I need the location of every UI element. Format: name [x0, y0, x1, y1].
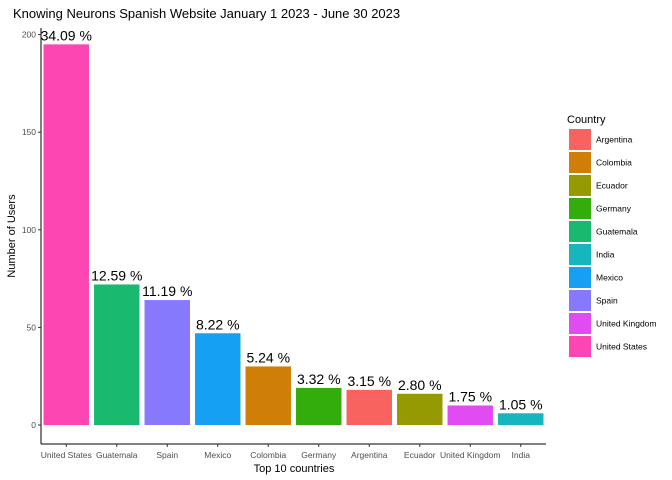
- y-tick-label: 200: [22, 30, 36, 40]
- legend-label: Colombia: [596, 158, 632, 168]
- bar-india: [498, 413, 544, 425]
- y-tick-label: 0: [31, 420, 36, 430]
- x-axis-title: Top 10 countries: [254, 463, 335, 475]
- legend-label: India: [596, 250, 615, 260]
- legend-label: Guatemala: [596, 227, 638, 237]
- x-tick-label: United States: [41, 450, 92, 460]
- x-axis: United States Guatemala Spain Mexico Colombi…: [41, 443, 546, 460]
- legend-label: Argentina: [596, 135, 633, 145]
- data-label: 3.32 %: [297, 371, 341, 387]
- y-tick-label: 150: [22, 127, 36, 137]
- bar-united-kingdom: [447, 405, 493, 425]
- data-label: 11.19 %: [142, 283, 192, 299]
- bar-spain: [144, 300, 190, 425]
- x-tick-label: Ecuador: [404, 450, 436, 460]
- chart-title: Knowing Neurons Spanish Website January …: [13, 6, 400, 21]
- legend-key: [569, 152, 591, 173]
- y-axis-title: Number of Users: [6, 194, 18, 278]
- legend-key: [569, 336, 591, 357]
- bar-mexico: [195, 333, 241, 425]
- y-axis: 0 50 100 150 200: [22, 28, 42, 444]
- data-label: 1.05 %: [499, 396, 543, 412]
- data-label: 2.80 %: [398, 377, 442, 393]
- plot-area: 34.09 % 12.59 %11.19 % 8.22 % 5.24 % 3.32 % 3…: [41, 27, 544, 426]
- x-tick-label: United Kingdom: [440, 450, 500, 460]
- legend-key: [569, 129, 591, 150]
- legend-key: [569, 198, 591, 219]
- data-label: 3.15 %: [347, 373, 391, 389]
- x-tick-label: Colombia: [250, 450, 286, 460]
- legend-key: [569, 267, 591, 288]
- y-tick-label: 100: [22, 225, 36, 235]
- bar-argentina: [346, 389, 392, 425]
- legend-key: [569, 313, 591, 334]
- data-label: 1.75 %: [448, 388, 492, 404]
- x-tick-label: Spain: [156, 450, 178, 460]
- legend-label: United States: [596, 342, 647, 352]
- bar-germany: [296, 387, 342, 425]
- x-tick-label: India: [512, 450, 531, 460]
- x-tick-label: Mexico: [204, 450, 231, 460]
- legend-key: [569, 290, 591, 311]
- legend-key: [569, 221, 591, 242]
- data-label: 34.09 %: [41, 27, 92, 43]
- bar-united-states: [43, 44, 89, 426]
- legend-key: [569, 175, 591, 196]
- legend-title: Country: [567, 114, 606, 126]
- bar-colombia: [245, 366, 291, 425]
- x-tick-label: Argentina: [351, 450, 388, 460]
- legend-label: United Kingdom: [596, 319, 656, 329]
- legend-key: [569, 244, 591, 265]
- y-tick-label: 50: [27, 322, 37, 332]
- x-tick-label: Germany: [301, 450, 337, 460]
- legend: Country Argentina Colombia Ecuador Germany G…: [567, 114, 656, 357]
- data-label: 12.59 %: [91, 267, 142, 283]
- legend-label: Mexico: [596, 273, 623, 283]
- data-label: 8.22 %: [196, 316, 240, 332]
- legend-label: Germany: [596, 204, 632, 214]
- x-tick-label: Guatemala: [96, 450, 138, 460]
- legend-label: Spain: [596, 296, 618, 306]
- data-label: 5.24 %: [246, 349, 290, 365]
- bar-ecuador: [397, 393, 443, 425]
- bar-guatemala: [94, 284, 140, 425]
- legend-label: Ecuador: [596, 181, 628, 191]
